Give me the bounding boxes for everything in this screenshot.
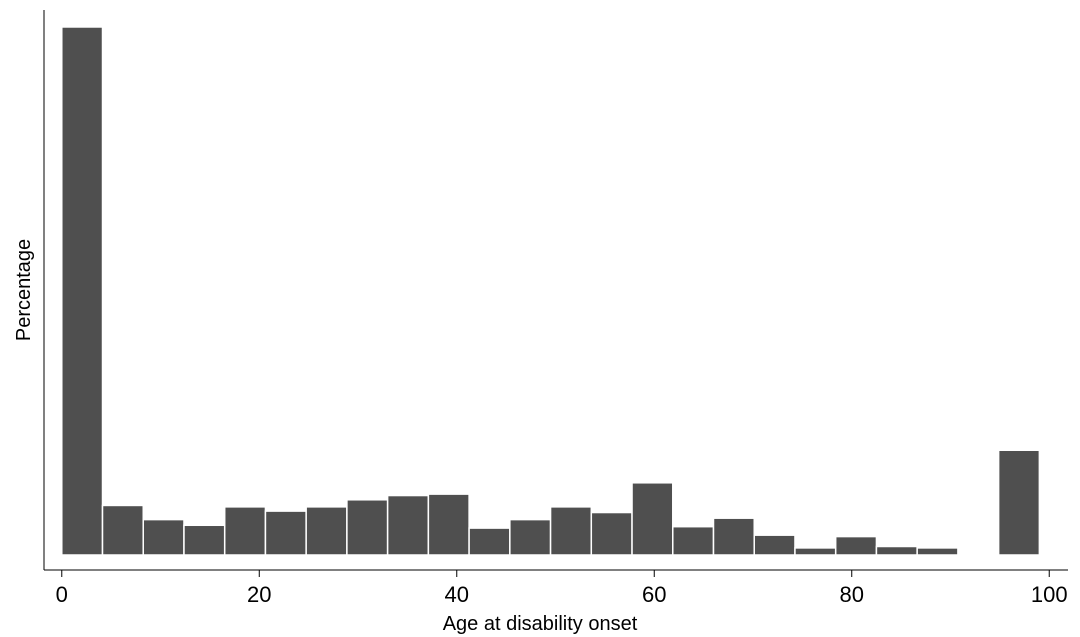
bar [61, 26, 104, 556]
bar [712, 517, 755, 556]
bar [997, 449, 1041, 556]
x-tick-label: 0 [56, 582, 68, 607]
y-axis-title: Percentage [13, 239, 35, 341]
bar [386, 494, 430, 556]
bar [834, 535, 878, 556]
bar [142, 518, 185, 556]
x-axis-title: Age at disability onset [443, 613, 638, 635]
bar [794, 547, 837, 556]
x-tick-label: 60 [642, 582, 666, 607]
x-tick-label: 80 [840, 582, 864, 607]
bar [346, 499, 389, 556]
bar [631, 482, 674, 556]
x-tick-label: 20 [247, 582, 271, 607]
bar [549, 506, 593, 556]
bar [672, 525, 715, 556]
bar [468, 527, 511, 556]
bar [305, 506, 348, 556]
bar [427, 493, 470, 556]
x-tick-label: 100 [1031, 582, 1068, 607]
bar [875, 545, 918, 556]
bar [101, 504, 144, 556]
bar [590, 511, 633, 556]
bar [916, 547, 959, 556]
bar [264, 510, 307, 556]
bar [183, 524, 226, 556]
bar [509, 518, 552, 556]
bar [223, 506, 267, 556]
bar [753, 534, 796, 556]
x-tick-label: 40 [445, 582, 469, 607]
